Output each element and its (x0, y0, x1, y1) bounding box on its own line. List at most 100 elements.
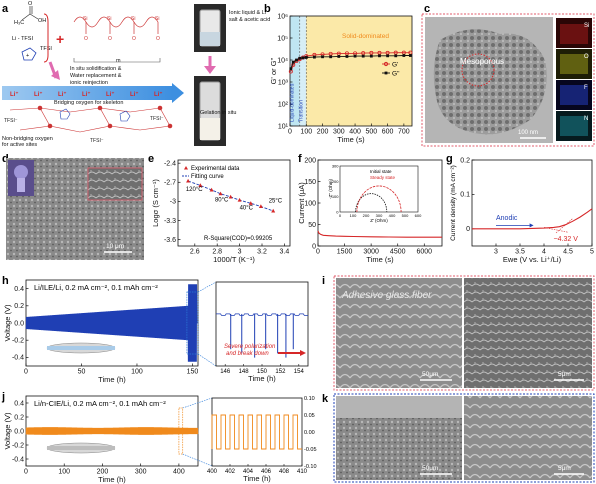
vial-label-1: Ionic liquid & Li (229, 10, 266, 16)
b-point-gdoubleprime (291, 60, 295, 64)
e-ylabel: Logσ (S cm⁻¹) (151, 179, 160, 227)
h-xtick-label: 150 (187, 369, 199, 376)
process-text-3: ionic reinjection (70, 80, 108, 86)
panel-i: i Adhesive glass fiber 50μm 5μm (322, 275, 595, 391)
b-point-gdoubleprime (394, 54, 398, 58)
b-point-gdoubleprime (361, 54, 365, 58)
h-ytick-label: 0.4 (14, 286, 24, 293)
b-legend-label-gdoubleprime: G'' (392, 70, 400, 77)
svg-text:Li⁺: Li⁺ (82, 91, 91, 98)
eds-map-o (556, 49, 592, 79)
b-legend-label-gprime: G' (392, 61, 398, 68)
j-ytick-label: -0.4 (12, 456, 24, 463)
b-point-gdoubleprime (289, 67, 293, 71)
j-zoom-xtick-label: 406 (261, 469, 272, 475)
b-xtick-label: 100 (300, 129, 312, 136)
vial-liquid (194, 4, 226, 52)
e-axes-frame (177, 159, 291, 247)
j-xtick-label: 0 (24, 469, 28, 476)
h-zoom-connector-top (197, 281, 217, 293)
f-inset-legend-initial: Initial state (370, 169, 392, 174)
panel-label-k: k (322, 393, 329, 405)
f-ytick-label: 200 (304, 157, 316, 164)
b-region-transition (299, 16, 307, 126)
g-xtick-label: 4 (542, 249, 546, 256)
svg-text:Li⁺: Li⁺ (58, 91, 67, 98)
svg-text:O: O (84, 36, 88, 42)
b-legend-marker-gdoubleprime (384, 71, 388, 75)
li-ion-arrow-band (2, 86, 172, 100)
svg-text:+: + (26, 53, 29, 59)
j-zoom-ytick-label: 0.10 (304, 396, 315, 402)
e-rsquare: R-Square(COD)=0.99205 (204, 236, 273, 242)
b-ytick-label: 10² (278, 101, 289, 108)
f-xtick-label: 4500 (390, 249, 406, 256)
sem-image-i-right (464, 278, 592, 388)
j-xtick-label: 200 (97, 469, 109, 476)
svg-text:+: + (56, 31, 64, 47)
b-xtick-label: 200 (317, 129, 329, 136)
svg-text:O: O (108, 36, 112, 42)
e-data-point (248, 201, 253, 205)
j-xtick-label: 300 (135, 469, 147, 476)
j-zoom-xtick-label: 402 (225, 469, 236, 475)
sem-image-i-left (336, 278, 462, 388)
f-inset-xlabel: Z' (Ohm) (370, 218, 388, 223)
b-legend-marker-gprime (383, 61, 389, 67)
e-data-point (237, 197, 242, 202)
tem-particle (433, 29, 547, 135)
e-data-point (209, 187, 214, 192)
e-ytick-label: -2.4 (164, 160, 176, 167)
h-zoom-annotation-2: and break down (226, 351, 269, 357)
panel-label-g: g (446, 153, 453, 165)
g-anodic-arrowhead (529, 223, 534, 228)
b-point-gdoubleprime (298, 56, 302, 60)
b-point-gdoubleprime (345, 55, 349, 58)
chart-g: g 3 3.5 4 4.5 5 0 0.1 0.2 Anodic ~4.32 V Ewe (V vs… (446, 153, 594, 264)
panel-a: a H₃C O OH Li - TFSI TFSI + + Si Si Si Si O… (2, 1, 270, 148)
b-point-gdoubleprime (369, 54, 373, 58)
sem-scale-k-left: 50μm (422, 465, 438, 472)
b-region-solid (306, 16, 412, 126)
j-zoom-connector-bottom (182, 453, 213, 467)
b-ytick-label: 10⁴ (277, 57, 288, 64)
vial-label-2: salt & acetic acid (229, 17, 270, 23)
j-zoom-xtick-label: 404 (243, 469, 254, 475)
b-point-gdoubleprime (408, 54, 412, 57)
tem-highlight-circle (461, 53, 495, 87)
vial-gel (194, 76, 226, 146)
e-xtick-label: 3.2 (257, 249, 267, 256)
f-current-curve (317, 230, 442, 238)
b-point-gprime (344, 51, 349, 56)
e-temp-annotation: 40°C (240, 206, 254, 212)
g-annotation-voltage: ~4.32 V (554, 236, 579, 243)
h-zoom-trace (216, 313, 308, 316)
h-xtick-label: 0 (24, 369, 28, 376)
nonbridging-label-2: for active sites (2, 142, 37, 148)
f-inset-xtick-label: 500 (402, 213, 409, 218)
f-inset-xtick-label: 200 (363, 213, 370, 218)
e-temp-annotation: 120°C (186, 187, 203, 193)
j-zoom-ytick-label: -0.05 (304, 447, 317, 453)
h-zoom-arrowhead (300, 350, 306, 356)
svg-text:Si: Si (131, 16, 135, 22)
f-ylabel: Current (μA) (297, 182, 306, 224)
j-ytick-label: -0.2 (12, 442, 24, 449)
svg-text:Si: Si (107, 16, 111, 22)
h-zoom-xtick-label: 146 (220, 369, 231, 375)
h-zoom-xtick-label: 152 (275, 369, 286, 375)
g-ytick-label: 0 (466, 226, 470, 233)
f-inset-arc-0 (355, 193, 388, 213)
b-point-gprime (393, 50, 398, 55)
j-ytick-label: 0.4 (14, 400, 24, 407)
panel-label-j: j (1, 391, 5, 403)
b-point-gdoubleprime (353, 54, 357, 58)
f-xlabel: Time (s) (366, 255, 394, 264)
f-ytick-label: 150 (304, 179, 316, 186)
b-xtick-label: 600 (382, 129, 394, 136)
h-zoom-xtick-label: 150 (257, 369, 268, 375)
g-sweep-curve (472, 208, 593, 230)
h-ytick-label: 0.2 (14, 303, 24, 310)
h-zoom-xtick-label: 154 (294, 369, 305, 375)
tem-annotation: Mesoporous (460, 57, 504, 66)
